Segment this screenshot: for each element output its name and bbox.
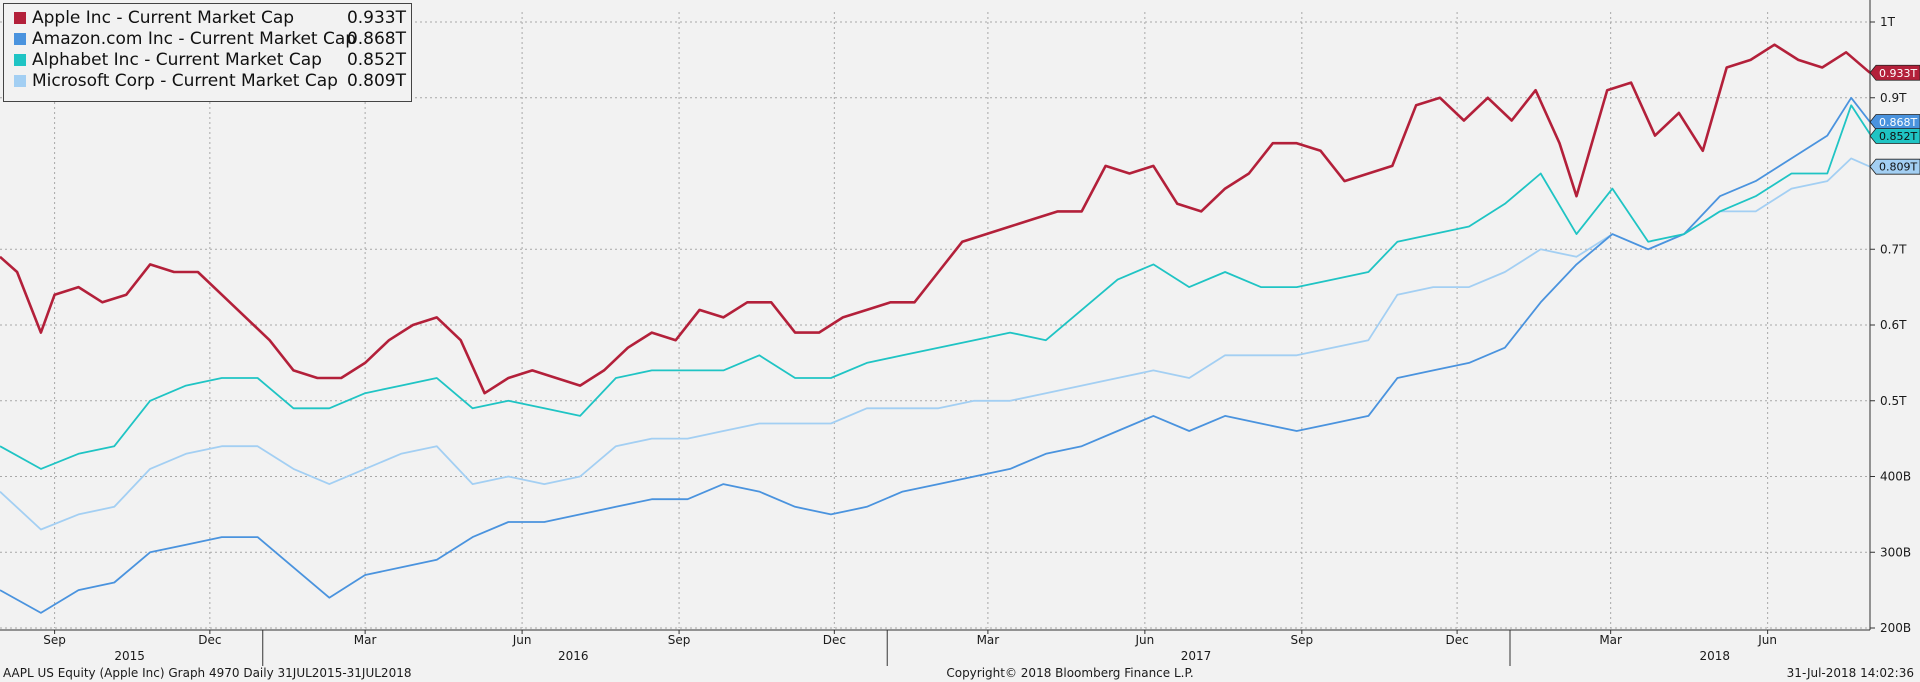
x-tick-label: Mar bbox=[977, 633, 1000, 647]
y-tick-label: 300B bbox=[1880, 545, 1911, 559]
last-value-tag-label: 0.809T bbox=[1879, 161, 1917, 174]
y-tick-label: 1T bbox=[1880, 15, 1896, 29]
last-value-tag: 0.868T bbox=[1869, 114, 1920, 130]
legend-swatch bbox=[14, 33, 26, 45]
legend-value: 0.852T bbox=[346, 50, 406, 70]
gridlines bbox=[0, 12, 1870, 629]
legend: Apple Inc - Current Market Cap 0.933T Amaz… bbox=[3, 3, 412, 102]
legend-label: Microsoft Corp - Current Market Cap bbox=[32, 71, 338, 91]
last-value-tag-box bbox=[1869, 158, 1920, 175]
x-tick-label: Sep bbox=[668, 633, 691, 647]
last-value-tag-box bbox=[1869, 128, 1920, 144]
year-label: 2018 bbox=[1699, 649, 1730, 663]
last-value-tag: 0.809T bbox=[1869, 158, 1920, 175]
y-tick-label: 400B bbox=[1880, 470, 1911, 484]
legend-item: Amazon.com Inc - Current Market Cap 0.868… bbox=[14, 29, 406, 49]
x-tick-label: Mar bbox=[1599, 633, 1622, 647]
x-tick-label: Dec bbox=[1445, 633, 1468, 647]
x-tick-label: Mar bbox=[354, 633, 377, 647]
last-value-tag-label: 0.868T bbox=[1879, 116, 1917, 129]
year-label: 2015 bbox=[114, 649, 145, 663]
legend-label: Alphabet Inc - Current Market Cap bbox=[32, 50, 322, 70]
series-lines bbox=[0, 43, 1871, 614]
last-value-tag: 0.852T bbox=[1869, 128, 1920, 144]
legend-label: Apple Inc - Current Market Cap bbox=[32, 8, 295, 28]
last-value-tag-label: 0.852T bbox=[1879, 130, 1917, 143]
legend-swatch bbox=[14, 12, 26, 24]
year-label: 2016 bbox=[558, 649, 589, 663]
legend-value: 0.933T bbox=[346, 8, 406, 28]
last-value-tag-box bbox=[1869, 64, 1920, 81]
year-label: 2017 bbox=[1181, 649, 1212, 663]
legend-item: Microsoft Corp - Current Market Cap 0.809… bbox=[14, 71, 406, 91]
legend-swatch bbox=[14, 75, 26, 87]
x-tick-label: Jun bbox=[1757, 633, 1777, 647]
last-value-tag-box bbox=[1869, 114, 1920, 130]
legend-value: 0.868T bbox=[346, 29, 406, 49]
legend-swatch bbox=[14, 54, 26, 66]
axes: 200B 300B 400B 0.5T 0.6T 0.7T 0.9T 1T Sep Dec Mar J… bbox=[0, 0, 1911, 666]
footer: AAPL US Equity (Apple Inc) Graph 4970 Da… bbox=[3, 666, 1914, 680]
legend-value: 0.809T bbox=[346, 71, 406, 91]
footer-left: AAPL US Equity (Apple Inc) Graph 4970 Da… bbox=[3, 666, 411, 680]
y-tick-label: 200B bbox=[1880, 621, 1911, 635]
series-line bbox=[0, 104, 1871, 470]
x-tick-label: Sep bbox=[1291, 633, 1314, 647]
x-tick-label: Sep bbox=[43, 633, 66, 647]
footer-right: 31-Jul-2018 14:02:36 bbox=[1787, 666, 1914, 680]
footer-center: Copyright© 2018 Bloomberg Finance L.P. bbox=[946, 666, 1193, 680]
y-tick-label: 0.7T bbox=[1880, 242, 1907, 256]
x-tick-label: Jun bbox=[1134, 633, 1154, 647]
legend-label: Amazon.com Inc - Current Market Cap bbox=[32, 29, 357, 49]
series-line bbox=[0, 157, 1871, 531]
y-tick-label: 0.5T bbox=[1880, 394, 1907, 408]
x-tick-label: Dec bbox=[198, 633, 221, 647]
legend-item: Alphabet Inc - Current Market Cap 0.852T bbox=[14, 50, 406, 70]
x-tick-label: Jun bbox=[512, 633, 532, 647]
series-line bbox=[0, 96, 1871, 614]
y-tick-label: 0.6T bbox=[1880, 318, 1907, 332]
last-value-tag-label: 0.933T bbox=[1879, 67, 1917, 80]
legend-item: Apple Inc - Current Market Cap 0.933T bbox=[14, 8, 406, 28]
x-tick-label: Dec bbox=[823, 633, 846, 647]
y-tick-label: 0.9T bbox=[1880, 91, 1907, 105]
series-line bbox=[0, 43, 1871, 395]
last-value-tag: 0.933T bbox=[1869, 64, 1920, 81]
